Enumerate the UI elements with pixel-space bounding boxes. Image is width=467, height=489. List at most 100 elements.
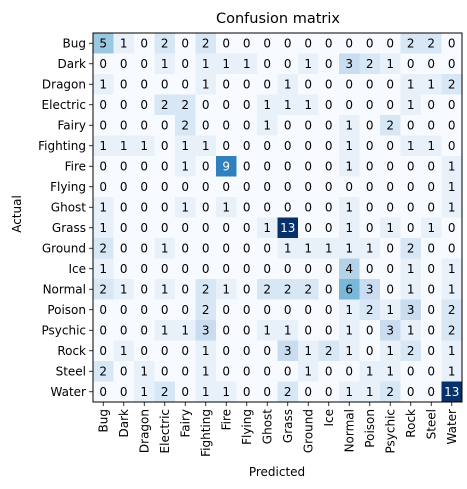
heatmap-cell — [421, 94, 442, 116]
cell-value-label: 0 — [386, 159, 394, 173]
cell-value-label: 0 — [427, 303, 435, 317]
heatmap-cell — [175, 299, 196, 321]
heatmap-cell — [93, 381, 114, 403]
heatmap-cell — [93, 115, 114, 136]
heatmap-cell — [113, 217, 135, 239]
heatmap-cell — [400, 320, 422, 341]
cell-value-label: 3 — [407, 303, 415, 317]
heatmap-cell — [154, 53, 176, 75]
y-tick-label: Fairy — [57, 118, 86, 132]
y-tick-label: Steel — [56, 364, 86, 378]
y-tick-label: Normal — [43, 282, 86, 296]
cell-value-label: 2 — [448, 77, 456, 91]
heatmap-cell — [154, 156, 176, 177]
cell-value-label: 0 — [120, 98, 128, 112]
cell-value-label: 0 — [366, 118, 374, 132]
cell-value-label: 1 — [99, 139, 107, 153]
cell-value-label: 1 — [284, 98, 292, 112]
cell-value-label: 0 — [140, 200, 148, 214]
heatmap-cell — [318, 33, 340, 54]
cell-value-label: 0 — [222, 262, 230, 276]
heatmap-cell — [93, 320, 114, 341]
cell-value-label: 0 — [243, 200, 251, 214]
heatmap-cell — [175, 258, 196, 280]
cell-value-label: 0 — [243, 98, 251, 112]
cell-value-label: 0 — [99, 159, 107, 173]
heatmap-cell — [154, 258, 176, 280]
chart-title: Confusion matrix — [216, 11, 340, 27]
cell-value-label: 1 — [202, 385, 210, 399]
heatmap-cell — [359, 238, 381, 259]
heatmap-cell — [134, 156, 155, 177]
cell-value-label: 0 — [325, 139, 333, 153]
heatmap-cell — [195, 33, 217, 54]
heatmap-cell — [154, 33, 176, 54]
heatmap-cell — [339, 217, 360, 239]
heatmap-cell — [236, 197, 258, 218]
heatmap-cell — [134, 320, 155, 341]
heatmap-cell — [195, 279, 217, 300]
cell-value-label: 1 — [140, 364, 148, 378]
cell-value-label: 2 — [448, 323, 456, 337]
heatmap-cell — [441, 53, 463, 75]
heatmap-cell — [175, 115, 196, 136]
cell-value-label: 0 — [366, 77, 374, 91]
cell-value-label: 0 — [366, 98, 374, 112]
cell-value-label: 0 — [345, 77, 353, 91]
cell-value-label: 3 — [366, 282, 374, 296]
cell-value-label: 0 — [386, 180, 394, 194]
heatmap-cell — [154, 115, 176, 136]
cell-value-label: 0 — [427, 200, 435, 214]
cell-value-label: 1 — [366, 241, 374, 255]
cell-value-label: 0 — [181, 364, 189, 378]
heatmap-cell — [380, 361, 401, 382]
heatmap-cell — [236, 74, 258, 95]
heatmap-cell — [113, 94, 135, 116]
cell-value-label: 0 — [345, 364, 353, 378]
heatmap-cell — [195, 361, 217, 382]
cell-value-label: 0 — [284, 262, 292, 276]
heatmap-cell — [216, 156, 237, 177]
cell-value-label: 0 — [427, 180, 435, 194]
cell-value-label: 1 — [140, 385, 148, 399]
cell-value-label: 0 — [325, 221, 333, 235]
heatmap-cell — [154, 381, 176, 403]
heatmap-cell — [195, 238, 217, 259]
heatmap-cell — [134, 176, 155, 198]
cell-value-label: 0 — [140, 262, 148, 276]
y-tick-label: Fire — [65, 159, 86, 173]
cell-value-label: 1 — [202, 139, 210, 153]
cell-value-label: 0 — [325, 159, 333, 173]
y-tick-label: Dragon — [42, 77, 86, 91]
cell-value-label: 0 — [427, 57, 435, 71]
cell-value-label: 0 — [386, 241, 394, 255]
heatmap-cell — [298, 258, 319, 280]
heatmap-cell — [175, 74, 196, 95]
cell-value-label: 0 — [222, 344, 230, 358]
heatmap-cell — [277, 299, 299, 321]
heatmap-cell — [441, 33, 463, 54]
cell-value-label: 2 — [366, 57, 374, 71]
heatmap-cell — [400, 197, 422, 218]
cell-value-label: 0 — [140, 180, 148, 194]
heatmap-cell — [236, 33, 258, 54]
cell-value-label: 1 — [161, 57, 169, 71]
heatmap-cell — [134, 197, 155, 218]
cell-value-label: 2 — [304, 282, 312, 296]
cell-value-label: 1 — [448, 180, 456, 194]
heatmap-cell — [134, 135, 155, 157]
heatmap-cell — [380, 115, 401, 136]
heatmap-cell — [195, 94, 217, 116]
heatmap-cell — [380, 381, 401, 403]
cell-value-label: 1 — [140, 139, 148, 153]
y-axis-label: Actual — [10, 195, 24, 233]
heatmap-cell — [359, 217, 381, 239]
heatmap-cell — [359, 340, 381, 362]
cell-value-label: 1 — [243, 57, 251, 71]
heatmap-cell — [318, 176, 340, 198]
cell-value-label: 1 — [345, 344, 353, 358]
heatmap-cell — [318, 115, 340, 136]
cell-value-label: 1 — [120, 36, 128, 50]
heatmap-cell — [277, 279, 299, 300]
